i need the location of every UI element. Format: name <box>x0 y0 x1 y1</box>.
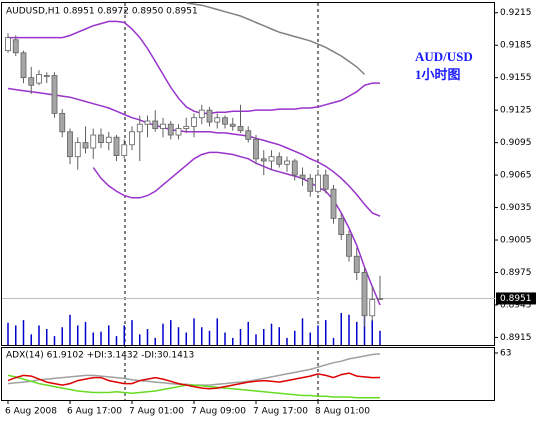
candle-body <box>121 144 128 157</box>
candle-body <box>245 130 252 140</box>
candle-body <box>129 131 135 146</box>
y-tick-label: 0.9215 <box>500 8 532 18</box>
candle-body <box>198 109 205 119</box>
candle-body <box>322 174 329 190</box>
annotation: 1小时图 <box>415 67 461 82</box>
candle-body <box>307 177 314 192</box>
y-tick-label: 63 <box>500 348 511 358</box>
candle-body <box>377 298 383 300</box>
candle-body <box>346 234 352 257</box>
y-tick-label: 0.8945 <box>500 300 532 310</box>
y-tick-label: 0.9005 <box>500 236 532 246</box>
y-tick-label: 0.9095 <box>500 138 532 148</box>
candle-body <box>229 123 236 127</box>
candle-body <box>183 125 190 129</box>
candle-body <box>105 136 112 144</box>
x-tick-label: 6 Aug 17:00 <box>67 407 122 417</box>
x-tick-label: 7 Aug 17:00 <box>253 407 308 417</box>
y-tick-label: 0.8915 <box>500 333 532 343</box>
candle-body <box>20 52 27 79</box>
last-price-box <box>496 292 536 305</box>
candle-body <box>43 75 50 77</box>
candle-body <box>12 39 19 54</box>
candle-body <box>237 125 244 132</box>
candle-body <box>260 158 267 162</box>
adx-title: ADX(14) 61.9102 +DI:3.1432 -DI:30.1413 <box>6 351 194 361</box>
candle-body <box>284 160 290 165</box>
candle-body <box>206 109 213 123</box>
candle-body <box>90 134 97 149</box>
candle-body <box>28 77 35 86</box>
candle-body <box>268 156 275 162</box>
candle-body <box>82 142 89 149</box>
candle-body <box>361 272 368 317</box>
candle-body <box>315 174 321 192</box>
candle-body <box>74 142 81 158</box>
candle-body <box>5 37 11 52</box>
candle-body <box>175 128 182 136</box>
candle-body <box>299 174 306 179</box>
annotation: AUD/USD <box>415 49 473 64</box>
candle-body <box>67 131 73 158</box>
candle-body <box>51 75 58 114</box>
candle-body <box>353 255 360 273</box>
candle-body <box>338 217 345 236</box>
candle-body <box>36 74 42 84</box>
candle-body <box>253 138 259 160</box>
candle-body <box>276 156 283 165</box>
indicator-line <box>7 372 381 390</box>
chart-title: AUDUSD,H1 0.8951 0.8972 0.8950 0.8951 <box>6 7 198 17</box>
x-tick-label: 6 Aug 2008 <box>5 407 57 417</box>
y-tick-label: 0.9035 <box>500 203 532 213</box>
candle-body <box>369 299 376 317</box>
candle-body <box>160 123 166 129</box>
x-tick-label: 8 Aug 01:00 <box>315 407 370 417</box>
candle-body <box>167 123 174 136</box>
candle-body <box>191 117 197 127</box>
x-tick-label: 7 Aug 01:00 <box>129 407 184 417</box>
x-tick-label: 7 Aug 09:00 <box>191 407 246 417</box>
candle-body <box>152 120 159 129</box>
indicator-line <box>186 2 366 75</box>
price-panel <box>1 2 495 346</box>
candle-body <box>144 120 151 125</box>
candle-body <box>330 188 337 219</box>
indicator-line <box>7 374 381 399</box>
candle-body <box>222 117 228 125</box>
y-tick-label: 0.9185 <box>500 41 532 51</box>
y-tick-label: 0.9065 <box>500 171 532 181</box>
last-price-label: 0.8951 <box>500 294 532 304</box>
adx-panel <box>1 347 495 401</box>
indicator-line <box>8 20 380 115</box>
candle-body <box>113 136 120 157</box>
y-tick-label: 0.8975 <box>500 268 532 278</box>
y-tick-label: 0.9125 <box>500 106 532 116</box>
candle-body <box>291 160 298 176</box>
candle-body <box>98 134 104 144</box>
candle-body <box>59 112 66 133</box>
y-tick-label: 0.9155 <box>500 73 532 83</box>
candle-body <box>136 123 143 133</box>
candle-body <box>214 117 221 123</box>
